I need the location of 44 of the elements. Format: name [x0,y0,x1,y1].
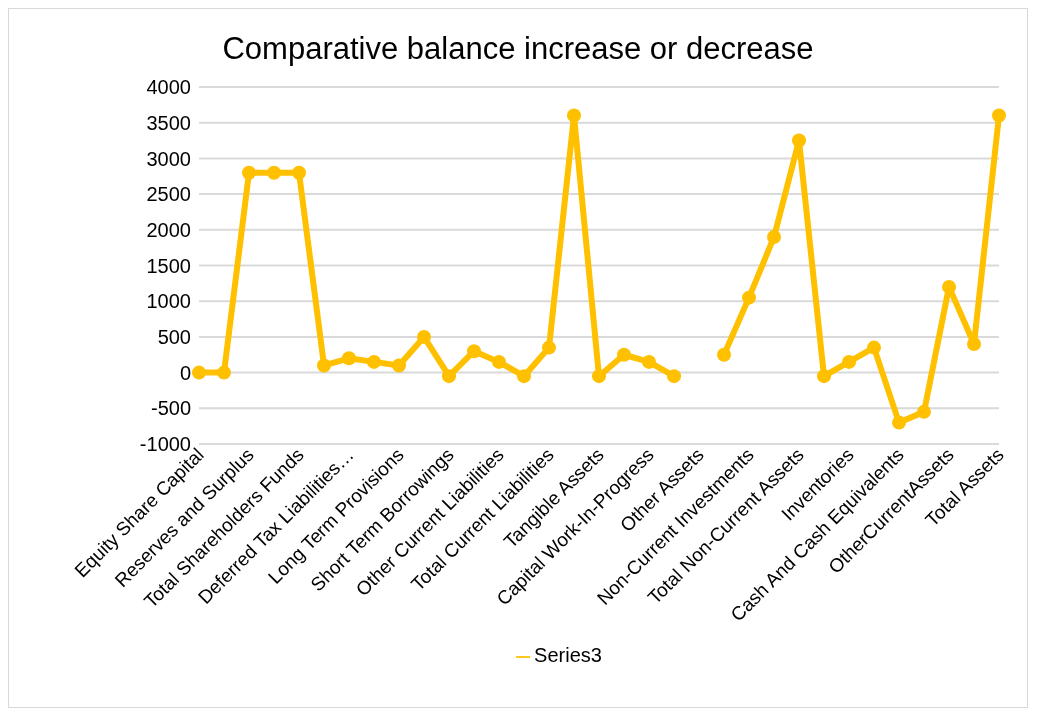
point [242,165,256,180]
point [917,404,931,419]
point [767,229,781,244]
point [542,340,556,355]
point [192,365,206,380]
y-tick-label: 1500 [146,254,191,277]
point [592,369,606,384]
point [992,108,1006,123]
point [392,358,406,373]
point [367,354,381,369]
y-tick-label: 1000 [146,290,191,313]
y-tick-label: -500 [150,397,191,420]
point [517,369,531,384]
point [417,329,431,344]
y-tick-label: 2000 [146,218,191,241]
y-tick-label: 0 [179,361,191,384]
point [442,369,456,384]
point [317,358,331,373]
point [217,365,231,380]
point [467,344,481,359]
point [342,351,356,366]
point [967,337,981,352]
point [892,415,906,430]
y-tick-label: 500 [157,326,191,348]
y-tick-label: 3500 [146,111,191,134]
point [792,133,806,148]
point [642,354,656,369]
point [742,290,756,305]
point [617,347,631,362]
chart-title: Comparative balance increase or decrease [221,30,815,67]
point [717,347,731,362]
point [492,354,506,369]
point [867,340,881,355]
y-tick-label: 3000 [146,147,191,170]
point [942,279,956,294]
point [267,165,281,180]
legend-label: Series3 [534,644,602,666]
point [292,165,306,180]
point [667,369,681,384]
y-tick-label: 4000 [146,76,191,99]
y-tick-label: 2500 [146,183,191,206]
point [567,108,581,123]
point [817,369,831,384]
point [842,354,856,369]
